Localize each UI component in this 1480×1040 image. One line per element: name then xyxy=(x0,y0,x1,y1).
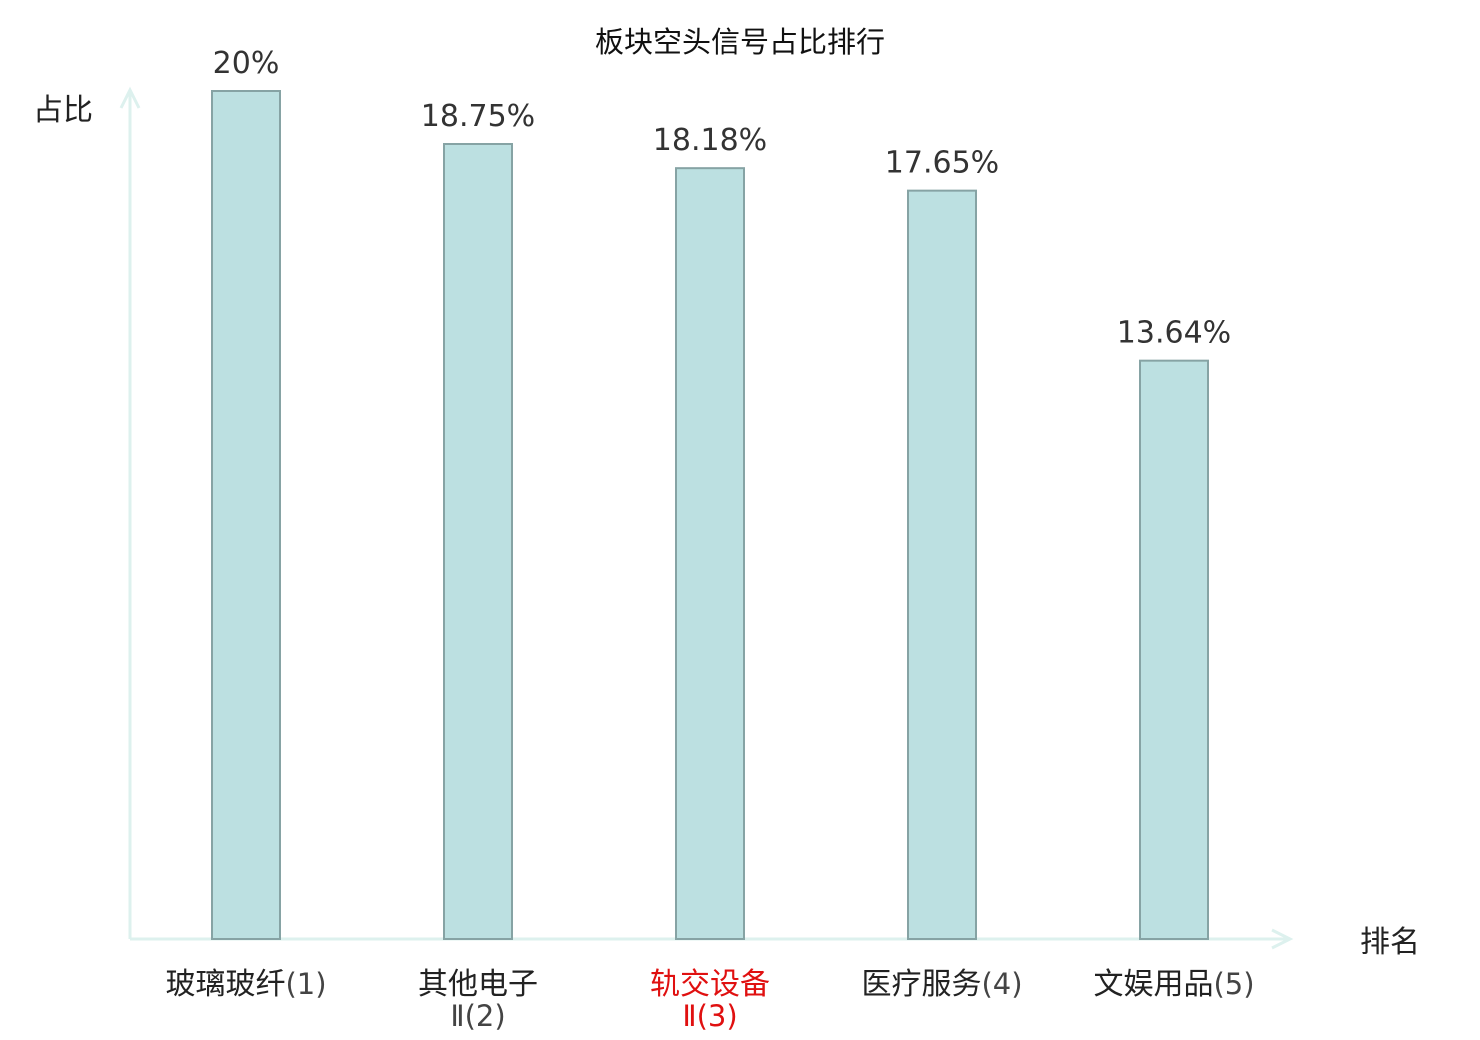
bar xyxy=(907,189,977,940)
y-axis-arrow xyxy=(119,86,141,109)
category-rank: (1) xyxy=(285,967,326,1001)
category-name: 文娱用品 xyxy=(1093,967,1213,1002)
category-label-line2: Ⅱ(3) xyxy=(682,999,737,1033)
bar xyxy=(211,90,281,940)
value-label: 18.75% xyxy=(421,99,535,134)
category-label: 其他电子 xyxy=(418,967,538,1002)
bars xyxy=(211,90,1209,940)
bar xyxy=(1139,359,1209,940)
category-label: 轨交设备 xyxy=(650,967,770,1002)
chart-title: 板块空头信号占比排行 xyxy=(595,25,885,59)
value-label: 18.18% xyxy=(653,123,767,158)
x-axis-arrow xyxy=(1271,928,1294,950)
category-name: 轨交设备 xyxy=(650,967,770,1002)
category-name: 医疗服务 xyxy=(861,967,981,1002)
value-labels: 20% 18.75% 18.18% 17.65% 13.64% xyxy=(213,46,1232,351)
category-label-line2: Ⅱ(2) xyxy=(450,999,505,1033)
value-label: 17.65% xyxy=(885,146,999,181)
category-label: 玻璃玻纤(1) xyxy=(165,967,326,1002)
y-axis-label: 占比 xyxy=(33,93,93,128)
category-label: 医疗服务(4) xyxy=(861,967,1022,1002)
value-label: 20% xyxy=(213,46,280,81)
category-name: 玻璃玻纤 xyxy=(165,967,285,1002)
category-rank: (4) xyxy=(981,967,1022,1001)
bar xyxy=(675,167,745,940)
bar xyxy=(443,143,513,940)
value-label: 13.64% xyxy=(1117,316,1231,351)
category-label: 文娱用品(5) xyxy=(1093,967,1254,1002)
x-axis-label: 排名 xyxy=(1360,925,1420,960)
category-rank: (5) xyxy=(1213,967,1254,1001)
category-name: 其他电子 xyxy=(418,967,538,1002)
